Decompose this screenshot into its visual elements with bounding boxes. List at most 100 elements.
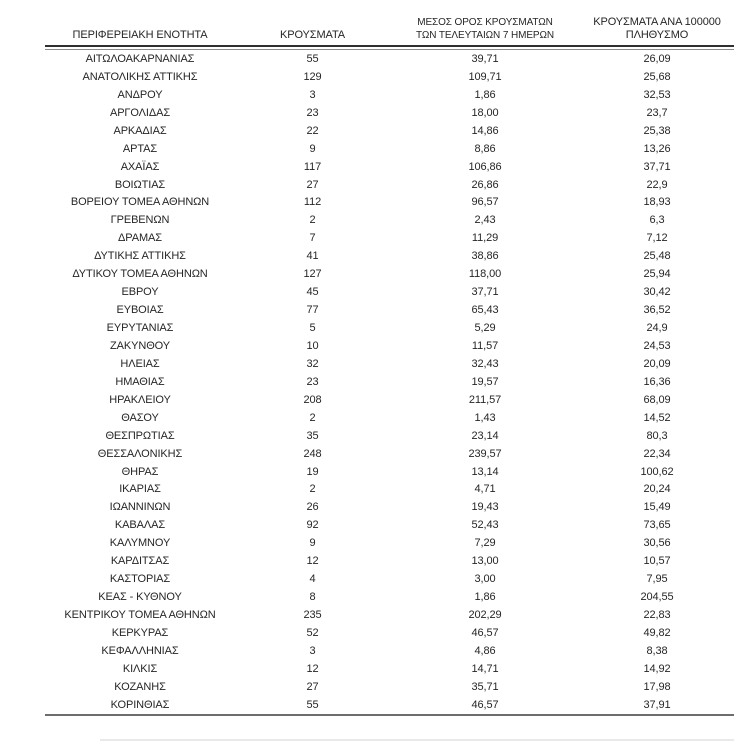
cell-avg7: 239,57	[468, 447, 502, 460]
cell-avg7: 32,43	[471, 357, 499, 370]
table-row: ΗΜΑΘΙΑΣ 23 19,57 16,36	[45, 373, 734, 391]
cell-avg7: 96,57	[471, 196, 499, 209]
cell-cases: 41	[306, 250, 319, 263]
cell-cases: 32	[306, 357, 319, 370]
column-header-cases-label: ΚΡΟΥΣΜΑΤΑ	[279, 29, 346, 41]
column-header-per100k-line1: ΚΡΟΥΣΜΑΤΑ ΑΝΑ 100000	[593, 16, 721, 28]
cell-region: ΘΗΡΑΣ	[121, 465, 159, 478]
cell-per100k: 24,9	[646, 322, 668, 335]
cell-per100k: 7,95	[646, 573, 668, 586]
cell-cases: 55	[306, 698, 319, 711]
cell-region: ΘΕΣΣΑΛΟΝΙΚΗΣ	[97, 447, 183, 460]
cell-avg7: 11,57	[471, 339, 499, 352]
cell-cases: 208	[303, 393, 322, 406]
cell-cases: 2	[309, 411, 316, 424]
cell-per100k: 73,65	[643, 519, 671, 532]
cell-region: ΙΩΑΝΝΙΝΩΝ	[109, 501, 171, 514]
bottom-divider	[100, 739, 734, 741]
cell-cases: 7	[309, 232, 316, 245]
cell-avg7: 19,43	[471, 501, 499, 514]
table-row: ΕΒΡΟΥ 45 37,71 30,42	[45, 283, 734, 301]
cell-per100k: 10,57	[643, 555, 671, 568]
cell-per100k: 18,93	[643, 196, 671, 209]
cell-region: ΚΙΛΚΙΣ	[122, 662, 158, 675]
cell-per100k: 30,42	[643, 286, 671, 299]
cell-per100k: 7,12	[646, 232, 668, 245]
cell-avg7: 39,71	[471, 52, 499, 65]
cell-avg7: 46,57	[471, 626, 499, 639]
cell-region: ΕΥΒΟΙΑΣ	[116, 304, 164, 317]
cell-cases: 23	[306, 375, 319, 388]
cell-cases: 27	[306, 178, 319, 191]
cell-avg7: 7,29	[474, 537, 496, 550]
cell-region: ΚΟΖΑΝΗΣ	[114, 680, 166, 693]
cell-avg7: 14,86	[471, 124, 499, 137]
cell-avg7: 23,14	[471, 429, 499, 442]
cell-region: ΙΚΑΡΙΑΣ	[119, 483, 161, 496]
cell-avg7: 14,71	[471, 662, 499, 675]
cell-per100k: 15,49	[643, 501, 671, 514]
cell-avg7: 65,43	[471, 304, 499, 317]
cell-per100k: 49,82	[643, 626, 671, 639]
table-row: ΚΟΡΙΝΘΙΑΣ 55 46,57 37,91	[45, 696, 734, 714]
cell-region: ΑΡΓΟΛΙΔΑΣ	[109, 106, 171, 119]
cell-region: ΒΟΡΕΙΟΥ ΤΟΜΕΑ ΑΘΗΝΩΝ	[70, 196, 210, 209]
cell-cases: 92	[306, 519, 319, 532]
table-row: ΕΥΡΥΤΑΝΙΑΣ 5 5,29 24,9	[45, 319, 734, 337]
cell-cases: 9	[309, 142, 316, 155]
cell-region: ΑΝΑΤΟΛΙΚΗΣ ΑΤΤΙΚΗΣ	[82, 70, 198, 83]
cell-region: ΚΕΡΚΥΡΑΣ	[111, 626, 169, 639]
table-row: ΑΝΑΤΟΛΙΚΗΣ ΑΤΤΙΚΗΣ 129 109,71 25,68	[45, 68, 734, 86]
cell-avg7: 5,29	[474, 322, 496, 335]
cell-avg7: 8,86	[474, 142, 496, 155]
cell-avg7: 18,00	[471, 106, 499, 119]
cell-per100k: 14,52	[643, 411, 671, 424]
table-row: ΚΕΑΣ - ΚΥΘΝΟΥ 8 1,86 204,55	[45, 588, 734, 606]
cell-cases: 3	[309, 88, 316, 101]
cell-per100k: 6,3	[649, 214, 665, 227]
table-row: ΔΡΑΜΑΣ 7 11,29 7,12	[45, 229, 734, 247]
cell-region: ΚΑΣΤΟΡΙΑΣ	[109, 573, 171, 586]
table-row: ΑΙΤΩΛΟΑΚΑΡΝΑΝΙΑΣ 55 39,71 26,09	[45, 50, 734, 68]
cell-cases: 52	[306, 626, 319, 639]
cell-per100k: 37,71	[643, 160, 671, 173]
cell-cases: 4	[309, 573, 316, 586]
cell-cases: 22	[306, 124, 319, 137]
table-bottom-border	[45, 713, 734, 716]
cell-per100k: 32,53	[643, 88, 671, 101]
cell-cases: 12	[306, 662, 319, 675]
table-row: ΑΡΚΑΔΙΑΣ 22 14,86 25,38	[45, 122, 734, 140]
cell-avg7: 2,43	[474, 214, 496, 227]
cell-region: ΑΝΔΡΟΥ	[117, 88, 163, 101]
cell-per100k: 26,09	[643, 52, 671, 65]
cell-cases: 26	[306, 501, 319, 514]
table-row: ΔΥΤΙΚΗΣ ΑΤΤΙΚΗΣ 41 38,86 25,48	[45, 247, 734, 265]
cell-cases: 27	[306, 680, 319, 693]
cell-region: ΘΑΣΟΥ	[121, 411, 159, 424]
cell-region: ΗΜΑΘΙΑΣ	[115, 375, 165, 388]
table-row: ΕΥΒΟΙΑΣ 77 65,43 36,52	[45, 301, 734, 319]
cell-per100k: 20,24	[643, 483, 671, 496]
cell-cases: 35	[306, 429, 319, 442]
cell-avg7: 37,71	[471, 286, 499, 299]
cell-cases: 112	[303, 196, 322, 209]
table-row: ΑΝΔΡΟΥ 3 1,86 32,53	[45, 86, 734, 104]
cell-cases: 248	[303, 447, 322, 460]
column-header-per100k: ΚΡΟΥΣΜΑΤΑ ΑΝΑ 100000 ΠΛΗΘΥΣΜΟ	[580, 16, 734, 45]
cell-avg7: 1,86	[474, 88, 496, 101]
cell-per100k: 68,09	[643, 393, 671, 406]
table-row: ΑΧΑΪΑΣ 117 106,86 37,71	[45, 158, 734, 176]
cell-avg7: 26,86	[471, 178, 499, 191]
column-header-cases: ΚΡΟΥΣΜΑΤΑ	[235, 29, 390, 45]
table-row: ΑΡΤΑΣ 9 8,86 13,26	[45, 140, 734, 158]
cell-avg7: 118,00	[468, 268, 502, 281]
cell-region: ΑΡΚΑΔΙΑΣ	[113, 124, 167, 137]
table-row: ΚΕΡΚΥΡΑΣ 52 46,57 49,82	[45, 624, 734, 642]
cell-avg7: 106,86	[468, 160, 502, 173]
column-header-region-label: ΠΕΡΙΦΕΡΕΙΑΚΗ ΕΝΟΤΗΤΑ	[72, 29, 208, 41]
cell-cases: 8	[309, 591, 316, 604]
cell-avg7: 4,71	[474, 483, 496, 496]
column-header-per100k-line2: ΠΛΗΘΥΣΜΟ	[625, 29, 689, 41]
cell-cases: 2	[309, 214, 316, 227]
